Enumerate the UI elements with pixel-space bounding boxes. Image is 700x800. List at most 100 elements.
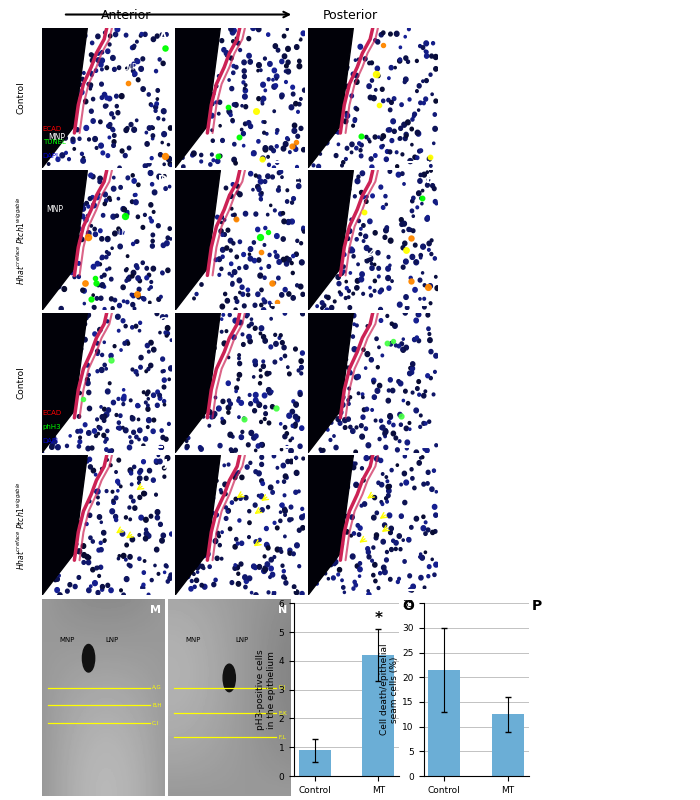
Circle shape xyxy=(46,433,50,438)
Circle shape xyxy=(415,130,420,135)
Circle shape xyxy=(382,31,385,34)
Circle shape xyxy=(188,350,191,354)
Circle shape xyxy=(403,310,407,315)
Circle shape xyxy=(128,468,133,473)
Circle shape xyxy=(67,90,71,94)
Circle shape xyxy=(42,583,45,586)
Circle shape xyxy=(65,387,67,390)
Circle shape xyxy=(396,580,399,583)
Circle shape xyxy=(316,485,320,489)
Circle shape xyxy=(323,482,328,486)
Circle shape xyxy=(370,79,374,82)
Circle shape xyxy=(272,78,274,81)
Circle shape xyxy=(161,357,164,361)
Circle shape xyxy=(231,120,234,122)
Circle shape xyxy=(394,541,398,545)
Circle shape xyxy=(127,277,131,281)
Circle shape xyxy=(162,378,166,382)
Circle shape xyxy=(105,255,108,258)
Circle shape xyxy=(190,241,195,245)
Circle shape xyxy=(99,262,101,266)
Circle shape xyxy=(244,211,248,216)
Circle shape xyxy=(291,437,293,439)
Circle shape xyxy=(83,34,87,38)
Circle shape xyxy=(74,370,77,374)
Circle shape xyxy=(241,105,243,107)
Circle shape xyxy=(131,302,134,306)
Circle shape xyxy=(421,244,426,249)
Text: A,G: A,G xyxy=(153,686,162,690)
Circle shape xyxy=(52,242,57,246)
Circle shape xyxy=(323,494,327,498)
Circle shape xyxy=(275,547,280,552)
Circle shape xyxy=(220,330,223,333)
Circle shape xyxy=(144,437,148,441)
Circle shape xyxy=(370,262,372,265)
Circle shape xyxy=(300,426,304,430)
Circle shape xyxy=(328,106,330,109)
Circle shape xyxy=(412,229,415,233)
Circle shape xyxy=(417,84,421,88)
Circle shape xyxy=(62,320,65,323)
Circle shape xyxy=(97,566,99,569)
Circle shape xyxy=(331,236,335,240)
Circle shape xyxy=(178,466,182,471)
Circle shape xyxy=(130,65,132,68)
Circle shape xyxy=(402,230,405,233)
Circle shape xyxy=(345,485,349,490)
Point xyxy=(119,210,130,223)
Circle shape xyxy=(379,185,383,189)
Circle shape xyxy=(56,158,60,162)
Circle shape xyxy=(347,398,349,402)
Circle shape xyxy=(144,560,146,562)
Circle shape xyxy=(405,446,408,450)
Circle shape xyxy=(349,371,352,374)
Circle shape xyxy=(116,314,120,319)
Circle shape xyxy=(212,93,215,95)
Circle shape xyxy=(141,460,146,464)
Circle shape xyxy=(118,330,120,332)
Circle shape xyxy=(90,446,94,450)
Circle shape xyxy=(154,564,156,566)
Circle shape xyxy=(217,531,219,534)
Circle shape xyxy=(232,142,236,146)
Circle shape xyxy=(238,357,240,360)
Circle shape xyxy=(189,321,194,326)
Circle shape xyxy=(101,354,104,357)
Circle shape xyxy=(276,129,279,132)
Circle shape xyxy=(416,90,418,93)
Circle shape xyxy=(169,186,171,188)
Circle shape xyxy=(295,252,298,256)
Circle shape xyxy=(207,410,212,414)
Circle shape xyxy=(207,223,210,227)
Circle shape xyxy=(176,465,178,468)
Circle shape xyxy=(419,197,422,199)
Circle shape xyxy=(167,158,172,162)
Circle shape xyxy=(312,183,315,187)
Circle shape xyxy=(345,286,349,290)
Circle shape xyxy=(160,538,164,543)
Circle shape xyxy=(66,330,70,335)
Circle shape xyxy=(71,37,75,42)
Circle shape xyxy=(259,494,263,498)
Circle shape xyxy=(355,426,358,429)
Circle shape xyxy=(90,88,92,90)
Circle shape xyxy=(155,70,158,73)
Circle shape xyxy=(151,134,155,138)
Circle shape xyxy=(237,542,239,545)
Circle shape xyxy=(83,99,88,104)
Circle shape xyxy=(351,465,356,470)
Polygon shape xyxy=(42,455,88,595)
Circle shape xyxy=(76,210,79,214)
Circle shape xyxy=(92,429,97,434)
Circle shape xyxy=(351,72,355,76)
Circle shape xyxy=(262,308,266,312)
Circle shape xyxy=(326,29,330,34)
Circle shape xyxy=(69,196,73,200)
Circle shape xyxy=(287,258,291,262)
Circle shape xyxy=(333,549,336,551)
Circle shape xyxy=(130,399,132,402)
Circle shape xyxy=(222,314,225,316)
Circle shape xyxy=(253,393,258,398)
Circle shape xyxy=(411,477,414,480)
